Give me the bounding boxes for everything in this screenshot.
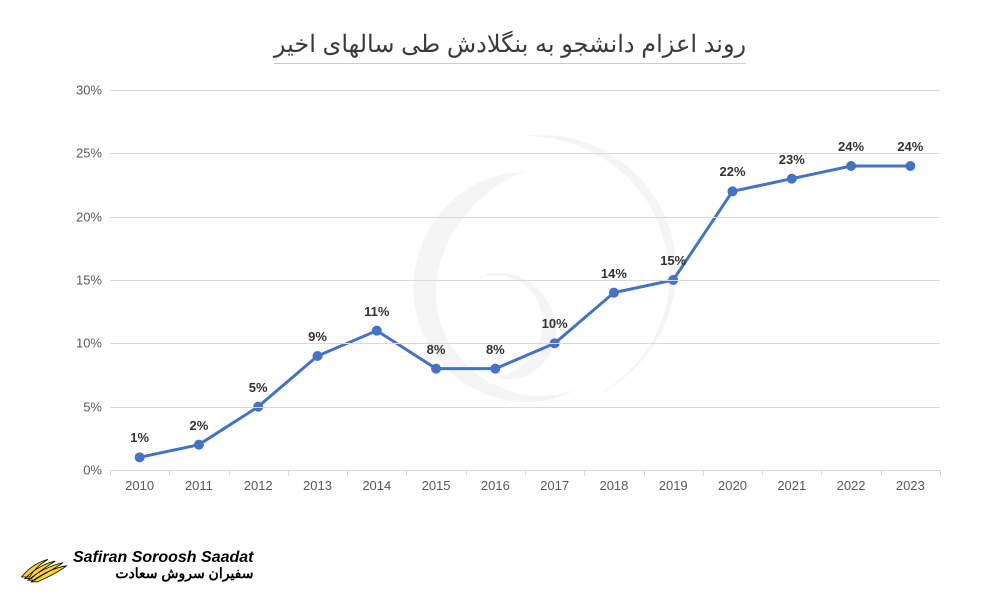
x-tick-mark <box>821 470 822 476</box>
x-tick-label: 2011 <box>185 478 213 493</box>
x-tick-label: 2019 <box>659 478 688 493</box>
y-tick-label: 15% <box>76 273 102 288</box>
data-label: 1% <box>130 430 149 445</box>
data-marker <box>846 161 856 171</box>
data-marker <box>787 174 797 184</box>
x-tick-mark <box>466 470 467 476</box>
x-tick-label: 2012 <box>244 478 273 493</box>
data-marker <box>728 186 738 196</box>
x-tick-label: 2018 <box>599 478 628 493</box>
x-tick-mark <box>525 470 526 476</box>
data-label: 24% <box>838 139 864 154</box>
y-tick-label: 30% <box>76 83 102 98</box>
x-tick-mark <box>584 470 585 476</box>
x-tick-mark <box>644 470 645 476</box>
brand-text: Safiran Soroosh Saadat سفیران سروش سعادت <box>73 550 254 580</box>
x-tick-mark <box>229 470 230 476</box>
y-tick-label: 5% <box>83 399 102 414</box>
series-line <box>140 166 911 457</box>
x-tick-label: 2015 <box>422 478 451 493</box>
data-label: 11% <box>364 304 389 319</box>
x-tick-label: 2020 <box>718 478 747 493</box>
x-tick-label: 2010 <box>125 478 154 493</box>
data-marker <box>372 326 382 336</box>
data-label: 15% <box>660 253 686 268</box>
brand-name-en: Safiran Soroosh Saadat <box>73 550 254 566</box>
x-tick-mark <box>347 470 348 476</box>
data-label: 24% <box>897 139 923 154</box>
data-marker <box>609 288 619 298</box>
x-tick-mark <box>110 470 111 476</box>
x-tick-label: 2013 <box>303 478 332 493</box>
data-label: 23% <box>779 152 805 167</box>
data-label: 8% <box>486 342 505 357</box>
grid-line <box>110 280 940 281</box>
data-label: 2% <box>190 418 209 433</box>
y-tick-label: 25% <box>76 146 102 161</box>
x-tick-mark <box>288 470 289 476</box>
data-label: 8% <box>427 342 446 357</box>
brand-block: Safiran Soroosh Saadat سفیران سروش سعادت <box>20 545 254 585</box>
data-marker <box>431 364 441 374</box>
data-label: 10% <box>542 316 568 331</box>
y-tick-label: 0% <box>83 463 102 478</box>
grid-line <box>110 217 940 218</box>
x-tick-mark <box>881 470 882 476</box>
data-label: 9% <box>308 329 327 344</box>
chart-container: روند اعزام دانشجو به بنگلادش طی سالهای ا… <box>60 20 960 520</box>
data-label: 22% <box>719 164 745 179</box>
grid-line <box>110 153 940 154</box>
data-marker <box>194 440 204 450</box>
data-label: 14% <box>601 266 627 281</box>
data-label: 5% <box>249 380 268 395</box>
data-marker <box>490 364 500 374</box>
data-marker <box>313 351 323 361</box>
x-tick-label: 2022 <box>837 478 866 493</box>
data-marker <box>905 161 915 171</box>
x-tick-mark <box>762 470 763 476</box>
x-tick-label: 2017 <box>540 478 569 493</box>
x-tick-label: 2023 <box>896 478 925 493</box>
data-marker <box>135 452 145 462</box>
x-tick-label: 2014 <box>362 478 391 493</box>
x-tick-mark <box>940 470 941 476</box>
x-tick-label: 2021 <box>777 478 806 493</box>
plot-area: 0%5%10%15%20%25%30%201020112012201320142… <box>110 90 940 470</box>
y-tick-label: 20% <box>76 209 102 224</box>
brand-name-fa: سفیران سروش سعادت <box>73 566 254 580</box>
x-tick-mark <box>406 470 407 476</box>
x-tick-mark <box>169 470 170 476</box>
grid-line <box>110 407 940 408</box>
x-tick-mark <box>703 470 704 476</box>
grid-line <box>110 343 940 344</box>
y-tick-label: 10% <box>76 336 102 351</box>
brand-wing-icon <box>20 545 68 585</box>
x-tick-label: 2016 <box>481 478 510 493</box>
chart-title: روند اعزام دانشجو به بنگلادش طی سالهای ا… <box>274 30 746 64</box>
grid-line <box>110 90 940 91</box>
